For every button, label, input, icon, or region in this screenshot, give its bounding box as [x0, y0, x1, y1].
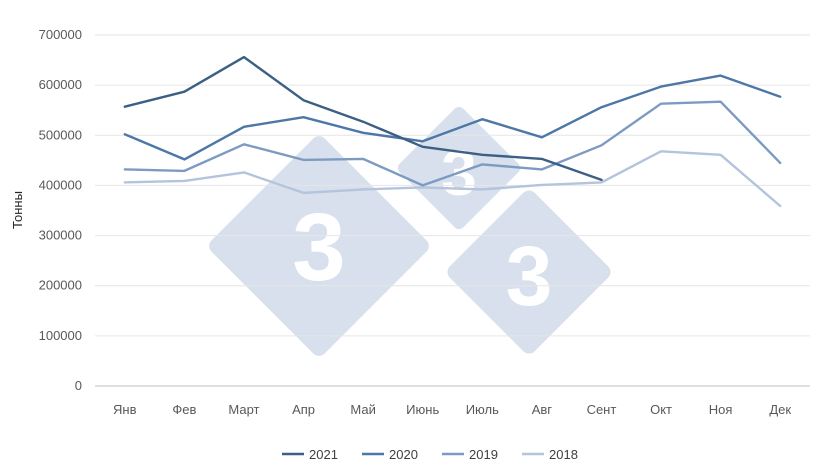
legend-label: 2021	[309, 447, 338, 462]
y-tick-label: 600000	[39, 77, 82, 92]
series-lines	[123, 55, 782, 208]
legend-label: 2020	[389, 447, 418, 462]
x-tick-label: Дек	[769, 402, 791, 417]
y-tick-label: 100000	[39, 328, 82, 343]
y-axis-title: Тонны	[10, 191, 25, 229]
y-tick-label: 300000	[39, 228, 82, 243]
y-tick-label: 0	[75, 378, 82, 393]
x-tick-label: Сент	[587, 402, 617, 417]
legend: 2021 2020 2019 2018	[282, 447, 578, 462]
x-tick-label: Янв	[113, 402, 137, 417]
series-line-2018	[123, 150, 782, 208]
x-tick-label: Март	[228, 402, 259, 417]
watermark-logo: 3 3 3	[209, 106, 611, 356]
legend-item-2021: 2021	[282, 447, 338, 462]
x-tick-label: Фев	[172, 402, 196, 417]
legend-label: 2018	[549, 447, 578, 462]
legend-label: 2019	[469, 447, 498, 462]
x-tick-label: Июль	[466, 402, 499, 417]
series-line-2021	[123, 55, 603, 182]
x-tick-label: Окт	[650, 402, 672, 417]
x-tick-label: Авг	[532, 402, 553, 417]
x-tick-label: Апр	[292, 402, 315, 417]
watermark-glyph-large: 3	[292, 194, 345, 301]
watermark-diamond-large: 3	[209, 136, 429, 356]
y-tick-label: 400000	[39, 177, 82, 192]
y-tick-label: 200000	[39, 278, 82, 293]
x-tick-label: Ноя	[709, 402, 733, 417]
legend-item-2018: 2018	[522, 447, 578, 462]
x-tick-label: Май	[350, 402, 375, 417]
watermark-diamond-small: 3	[397, 106, 521, 230]
y-tick-label: 500000	[39, 127, 82, 142]
series-line-2020	[123, 74, 782, 161]
watermark-diamond-right: 3	[447, 190, 611, 354]
y-axis-ticks: 0 100000 200000 300000 400000 500000 600000 700…	[39, 27, 82, 393]
series-line-2019	[123, 100, 782, 187]
x-axis-ticks: Янв Фев Март Апр Май Июнь Июль Авг Сент Окт Ноя Дек	[113, 402, 791, 417]
x-tick-label: Июнь	[406, 402, 439, 417]
legend-item-2019: 2019	[442, 447, 498, 462]
y-tick-label: 700000	[39, 27, 82, 42]
gridlines	[95, 34, 810, 387]
watermark-glyph-right: 3	[506, 229, 553, 323]
legend-item-2020: 2020	[362, 447, 418, 462]
